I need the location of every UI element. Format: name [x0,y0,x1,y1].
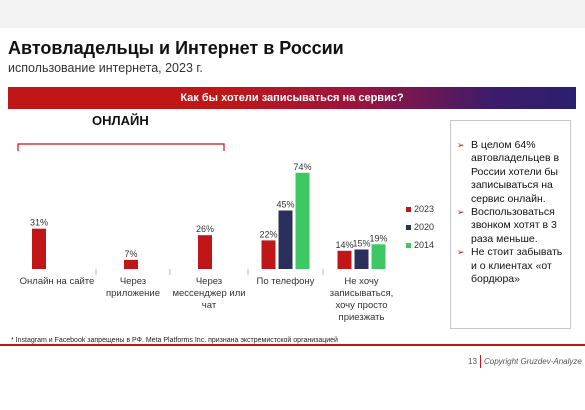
value-label: 26% [196,224,214,234]
chart-legend: 2023 2020 2014 [406,204,434,250]
page-number: 13 [468,357,477,366]
category-label: По телефону [257,276,315,287]
chart-bars [32,172,386,269]
insight-text: Воспользоваться звонком хотят в 3 раза м… [471,206,557,245]
page-title: Автовладельцы и Интернет в России [8,38,344,58]
bar [261,240,276,269]
insight-item: ➢ Не стоит забывать и о клиентах «от борд… [457,246,565,286]
legend-label: 2014 [414,240,434,250]
category-label: Через [196,276,222,287]
category-label: приезжать [339,312,385,323]
category-label: хочу просто [335,300,387,311]
category-label: мессенджер или [172,288,245,299]
footer-divider [0,344,585,346]
category-label: Онлайн на сайте [20,276,95,287]
footnote: * Instagram и Facebook запрещены в РФ. M… [11,337,338,344]
value-label: 14% [335,240,353,250]
copyright: Copyright Gruzdev-Analyze [484,357,582,366]
value-label: 7% [124,249,137,259]
survey-bar-chart: 31% 7% 26% 22% 45% 74% 14%15%19% Онлайн на сай… [17,143,434,323]
bar [295,172,310,269]
bar [278,210,293,269]
top-strip [0,0,585,28]
bar [198,235,212,269]
value-label: 22% [259,229,277,239]
category-label: Не хочу [344,276,378,287]
footer-separator [480,355,481,368]
page-subtitle: использование интернета, 2023 г. [8,61,203,75]
category-label: приложение [106,288,160,299]
legend-label: 2020 [414,222,434,232]
value-label: 19% [369,233,387,243]
bar [337,250,352,269]
bar [32,228,46,269]
chart-value-labels: 31% 7% 26% 22% 45% 74% 14%15%19% [30,162,388,259]
bar [354,249,369,269]
category-label: записываться, [330,288,394,299]
bar [371,244,386,269]
legend-swatch [406,225,411,230]
legend-swatch [406,243,411,248]
category-label: Через [120,276,146,287]
legend-label: 2023 [414,204,434,214]
chart-category-labels: Онлайн на сайте ЧерезприложениеЧерезмессе… [20,276,394,323]
value-label: 45% [276,200,294,210]
category-label: чат [202,300,217,311]
insight-text: Не стоит забывать и о клиентах «от бордю… [471,246,563,286]
value-label: 15% [352,239,370,249]
question-banner: Как бы хотели записываться на сервис? [8,87,576,109]
insight-text: В целом 64% автовладельцев в России хоте… [471,139,560,205]
arrow-bullet-icon: ➢ [457,140,465,150]
insights-box: ➢ В целом 64% автовладельцев в России хот… [450,120,571,329]
arrow-bullet-icon: ➢ [457,207,465,218]
legend-swatch [406,207,411,212]
category-separators [95,269,324,275]
arrow-bullet-icon: ➢ [457,247,465,258]
value-label: 74% [293,162,311,172]
online-group-label: ОНЛАЙН [92,113,149,128]
bar [124,259,138,269]
insight-item: ➢ В целом 64% автовладельцев в России хот… [457,139,565,206]
online-bracket [17,143,225,151]
insight-item: ➢ Воспользоваться звонком хотят в 3 раза … [457,206,565,246]
value-label: 31% [30,218,48,228]
